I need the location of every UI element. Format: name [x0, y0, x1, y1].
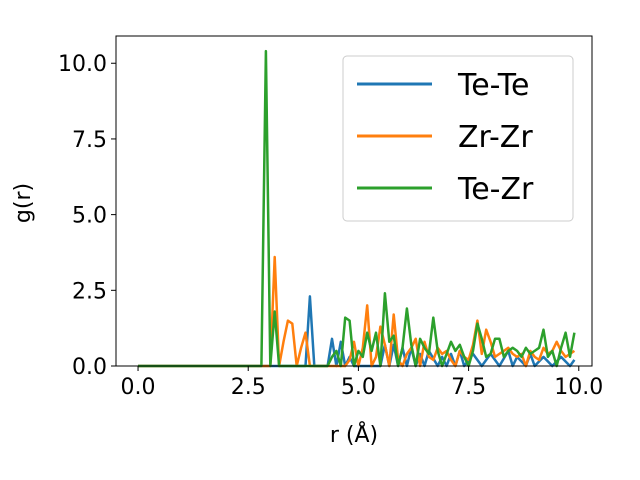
legend-label-zr-zr: Zr-Zr — [458, 120, 533, 155]
legend-box — [342, 55, 574, 222]
x-tick-label: 7.5 — [451, 375, 486, 400]
x-tick-label: 0.0 — [121, 375, 156, 400]
x-axis-ticks: 0.0 2.5 5.0 7.5 10.0 — [121, 366, 603, 400]
y-tick-label: 7.5 — [72, 128, 107, 153]
x-tick-label: 2.5 — [231, 375, 266, 400]
y-axis-ticks: 0.0 2.5 5.0 7.5 10.0 — [58, 52, 116, 380]
x-tick-label: 5.0 — [341, 375, 376, 400]
legend: Te-Te Zr-Zr Te-Zr — [342, 55, 574, 222]
y-tick-label: 0.0 — [72, 355, 107, 380]
y-tick-label: 2.5 — [72, 279, 107, 304]
legend-label-te-zr: Te-Zr — [457, 172, 534, 207]
y-tick-label: 10.0 — [58, 52, 107, 77]
y-axis-label: g(r) — [11, 183, 36, 223]
x-tick-label: 10.0 — [554, 375, 603, 400]
series-line-zr-zr — [138, 255, 576, 368]
x-axis-label: r (Å) — [330, 421, 378, 448]
series-line-te-zr — [138, 49, 576, 368]
legend-label-te-te: Te-Te — [457, 68, 529, 103]
y-tick-label: 5.0 — [72, 204, 107, 229]
plot-frame — [115, 35, 593, 367]
